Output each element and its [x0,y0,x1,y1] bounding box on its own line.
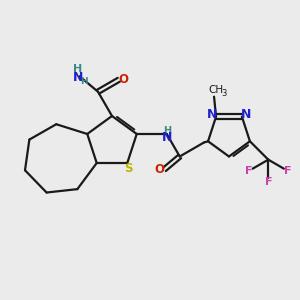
Text: H: H [80,77,87,86]
Text: H: H [163,126,171,136]
Text: O: O [154,163,164,176]
Text: N: N [241,108,251,121]
Text: N: N [72,71,83,84]
Text: F: F [284,166,291,176]
Text: N: N [161,131,172,145]
Text: H: H [73,64,82,74]
Text: F: F [265,177,272,187]
Text: 3: 3 [221,89,227,98]
Text: N: N [207,108,217,121]
Text: O: O [119,73,129,86]
Text: S: S [124,161,133,175]
Text: CH: CH [208,85,224,95]
Text: F: F [245,166,253,176]
